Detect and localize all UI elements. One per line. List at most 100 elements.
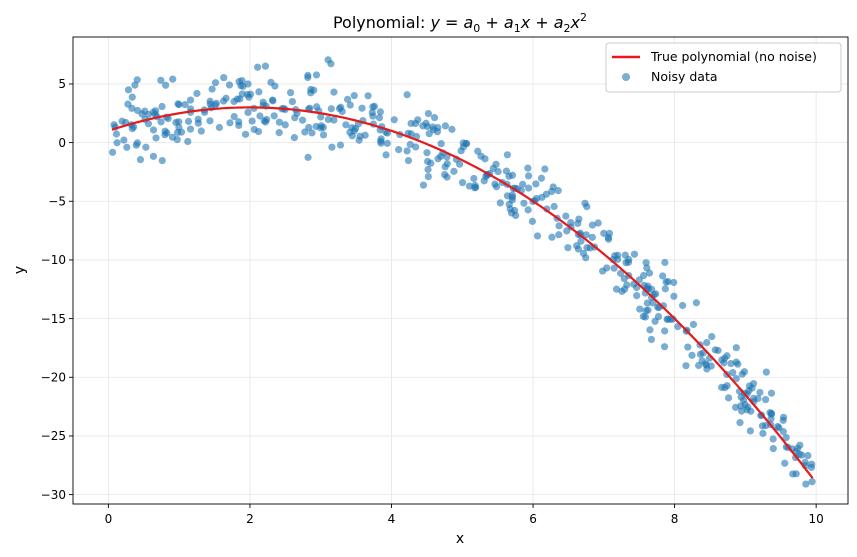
legend-points-swatch bbox=[622, 73, 630, 81]
data-point bbox=[423, 149, 431, 157]
data-point bbox=[255, 88, 263, 96]
data-point bbox=[124, 86, 133, 94]
data-point bbox=[261, 62, 270, 70]
data-point bbox=[762, 368, 770, 376]
data-point bbox=[781, 459, 789, 467]
data-point bbox=[377, 135, 385, 143]
data-point bbox=[288, 97, 296, 106]
data-point bbox=[512, 211, 520, 220]
data-point bbox=[732, 375, 740, 383]
y-tick-label: 0 bbox=[58, 136, 66, 150]
data-point bbox=[670, 292, 678, 300]
data-point bbox=[269, 97, 277, 105]
data-point bbox=[612, 285, 621, 293]
data-point bbox=[574, 245, 582, 253]
data-point bbox=[746, 427, 754, 435]
data-point bbox=[423, 122, 431, 131]
data-point bbox=[661, 285, 669, 293]
data-point bbox=[324, 115, 332, 124]
data-point bbox=[157, 76, 165, 84]
data-point bbox=[370, 102, 379, 110]
data-point bbox=[525, 184, 533, 192]
axes-frame bbox=[72, 36, 849, 505]
data-point bbox=[647, 335, 656, 344]
data-point bbox=[732, 403, 740, 411]
data-point bbox=[157, 118, 165, 126]
data-point bbox=[254, 63, 262, 71]
data-point bbox=[327, 60, 335, 68]
data-point bbox=[208, 85, 216, 93]
data-point bbox=[798, 451, 806, 459]
x-tick-label: 6 bbox=[529, 512, 537, 526]
data-point bbox=[336, 141, 345, 149]
data-point bbox=[738, 407, 746, 415]
data-point bbox=[430, 114, 439, 122]
data-point bbox=[586, 244, 594, 252]
data-point bbox=[348, 132, 356, 140]
data-point bbox=[541, 165, 549, 173]
data-point bbox=[281, 121, 289, 129]
data-point bbox=[789, 470, 797, 478]
data-point bbox=[492, 160, 500, 168]
data-point bbox=[225, 81, 234, 89]
data-point bbox=[270, 112, 278, 120]
data-point bbox=[149, 152, 158, 160]
data-point bbox=[779, 413, 788, 421]
chart-title: Polynomial: y = a0 + a1x + a2x2 bbox=[333, 11, 587, 35]
data-point bbox=[293, 109, 301, 117]
data-point bbox=[477, 152, 485, 160]
data-point bbox=[254, 127, 263, 136]
data-point bbox=[661, 258, 669, 267]
data-point bbox=[230, 97, 238, 106]
data-point bbox=[123, 143, 131, 151]
data-point bbox=[169, 75, 177, 83]
data-point bbox=[579, 249, 588, 257]
data-point bbox=[519, 180, 527, 188]
true-polynomial-line bbox=[111, 106, 814, 479]
y-axis-label: y bbox=[12, 266, 28, 274]
data-point bbox=[808, 460, 816, 468]
data-point bbox=[434, 155, 442, 163]
data-point bbox=[441, 122, 450, 130]
data-point bbox=[689, 320, 698, 329]
data-point bbox=[136, 155, 145, 164]
data-point bbox=[459, 143, 468, 151]
data-point bbox=[703, 339, 711, 347]
data-point bbox=[113, 139, 121, 147]
data-point bbox=[554, 187, 562, 195]
data-point bbox=[112, 130, 121, 138]
data-point bbox=[654, 312, 663, 321]
data-point bbox=[259, 98, 267, 106]
data-point bbox=[537, 174, 546, 182]
data-point bbox=[298, 116, 307, 124]
data-point bbox=[175, 118, 183, 126]
data-point bbox=[549, 183, 557, 191]
data-point bbox=[307, 85, 315, 94]
data-point bbox=[802, 480, 810, 488]
data-point bbox=[206, 117, 214, 125]
data-point bbox=[508, 196, 516, 204]
data-point bbox=[767, 389, 776, 397]
data-point bbox=[645, 269, 654, 277]
data-point bbox=[286, 89, 295, 97]
data-point bbox=[226, 119, 234, 127]
data-point bbox=[528, 217, 536, 225]
data-point bbox=[241, 130, 250, 138]
data-point bbox=[133, 106, 142, 115]
data-point bbox=[194, 115, 202, 123]
data-point bbox=[662, 278, 670, 286]
data-point bbox=[161, 131, 169, 139]
data-point bbox=[351, 124, 360, 133]
data-point bbox=[429, 123, 437, 131]
data-point bbox=[338, 107, 346, 116]
data-point bbox=[390, 116, 398, 124]
data-point bbox=[312, 122, 320, 131]
data-point bbox=[659, 302, 667, 310]
data-point bbox=[747, 407, 755, 415]
data-point bbox=[692, 299, 700, 307]
data-point bbox=[424, 172, 432, 181]
grid-lines bbox=[73, 37, 848, 504]
data-point bbox=[128, 93, 136, 101]
x-tick-label: 8 bbox=[671, 512, 679, 526]
data-point bbox=[808, 478, 816, 486]
